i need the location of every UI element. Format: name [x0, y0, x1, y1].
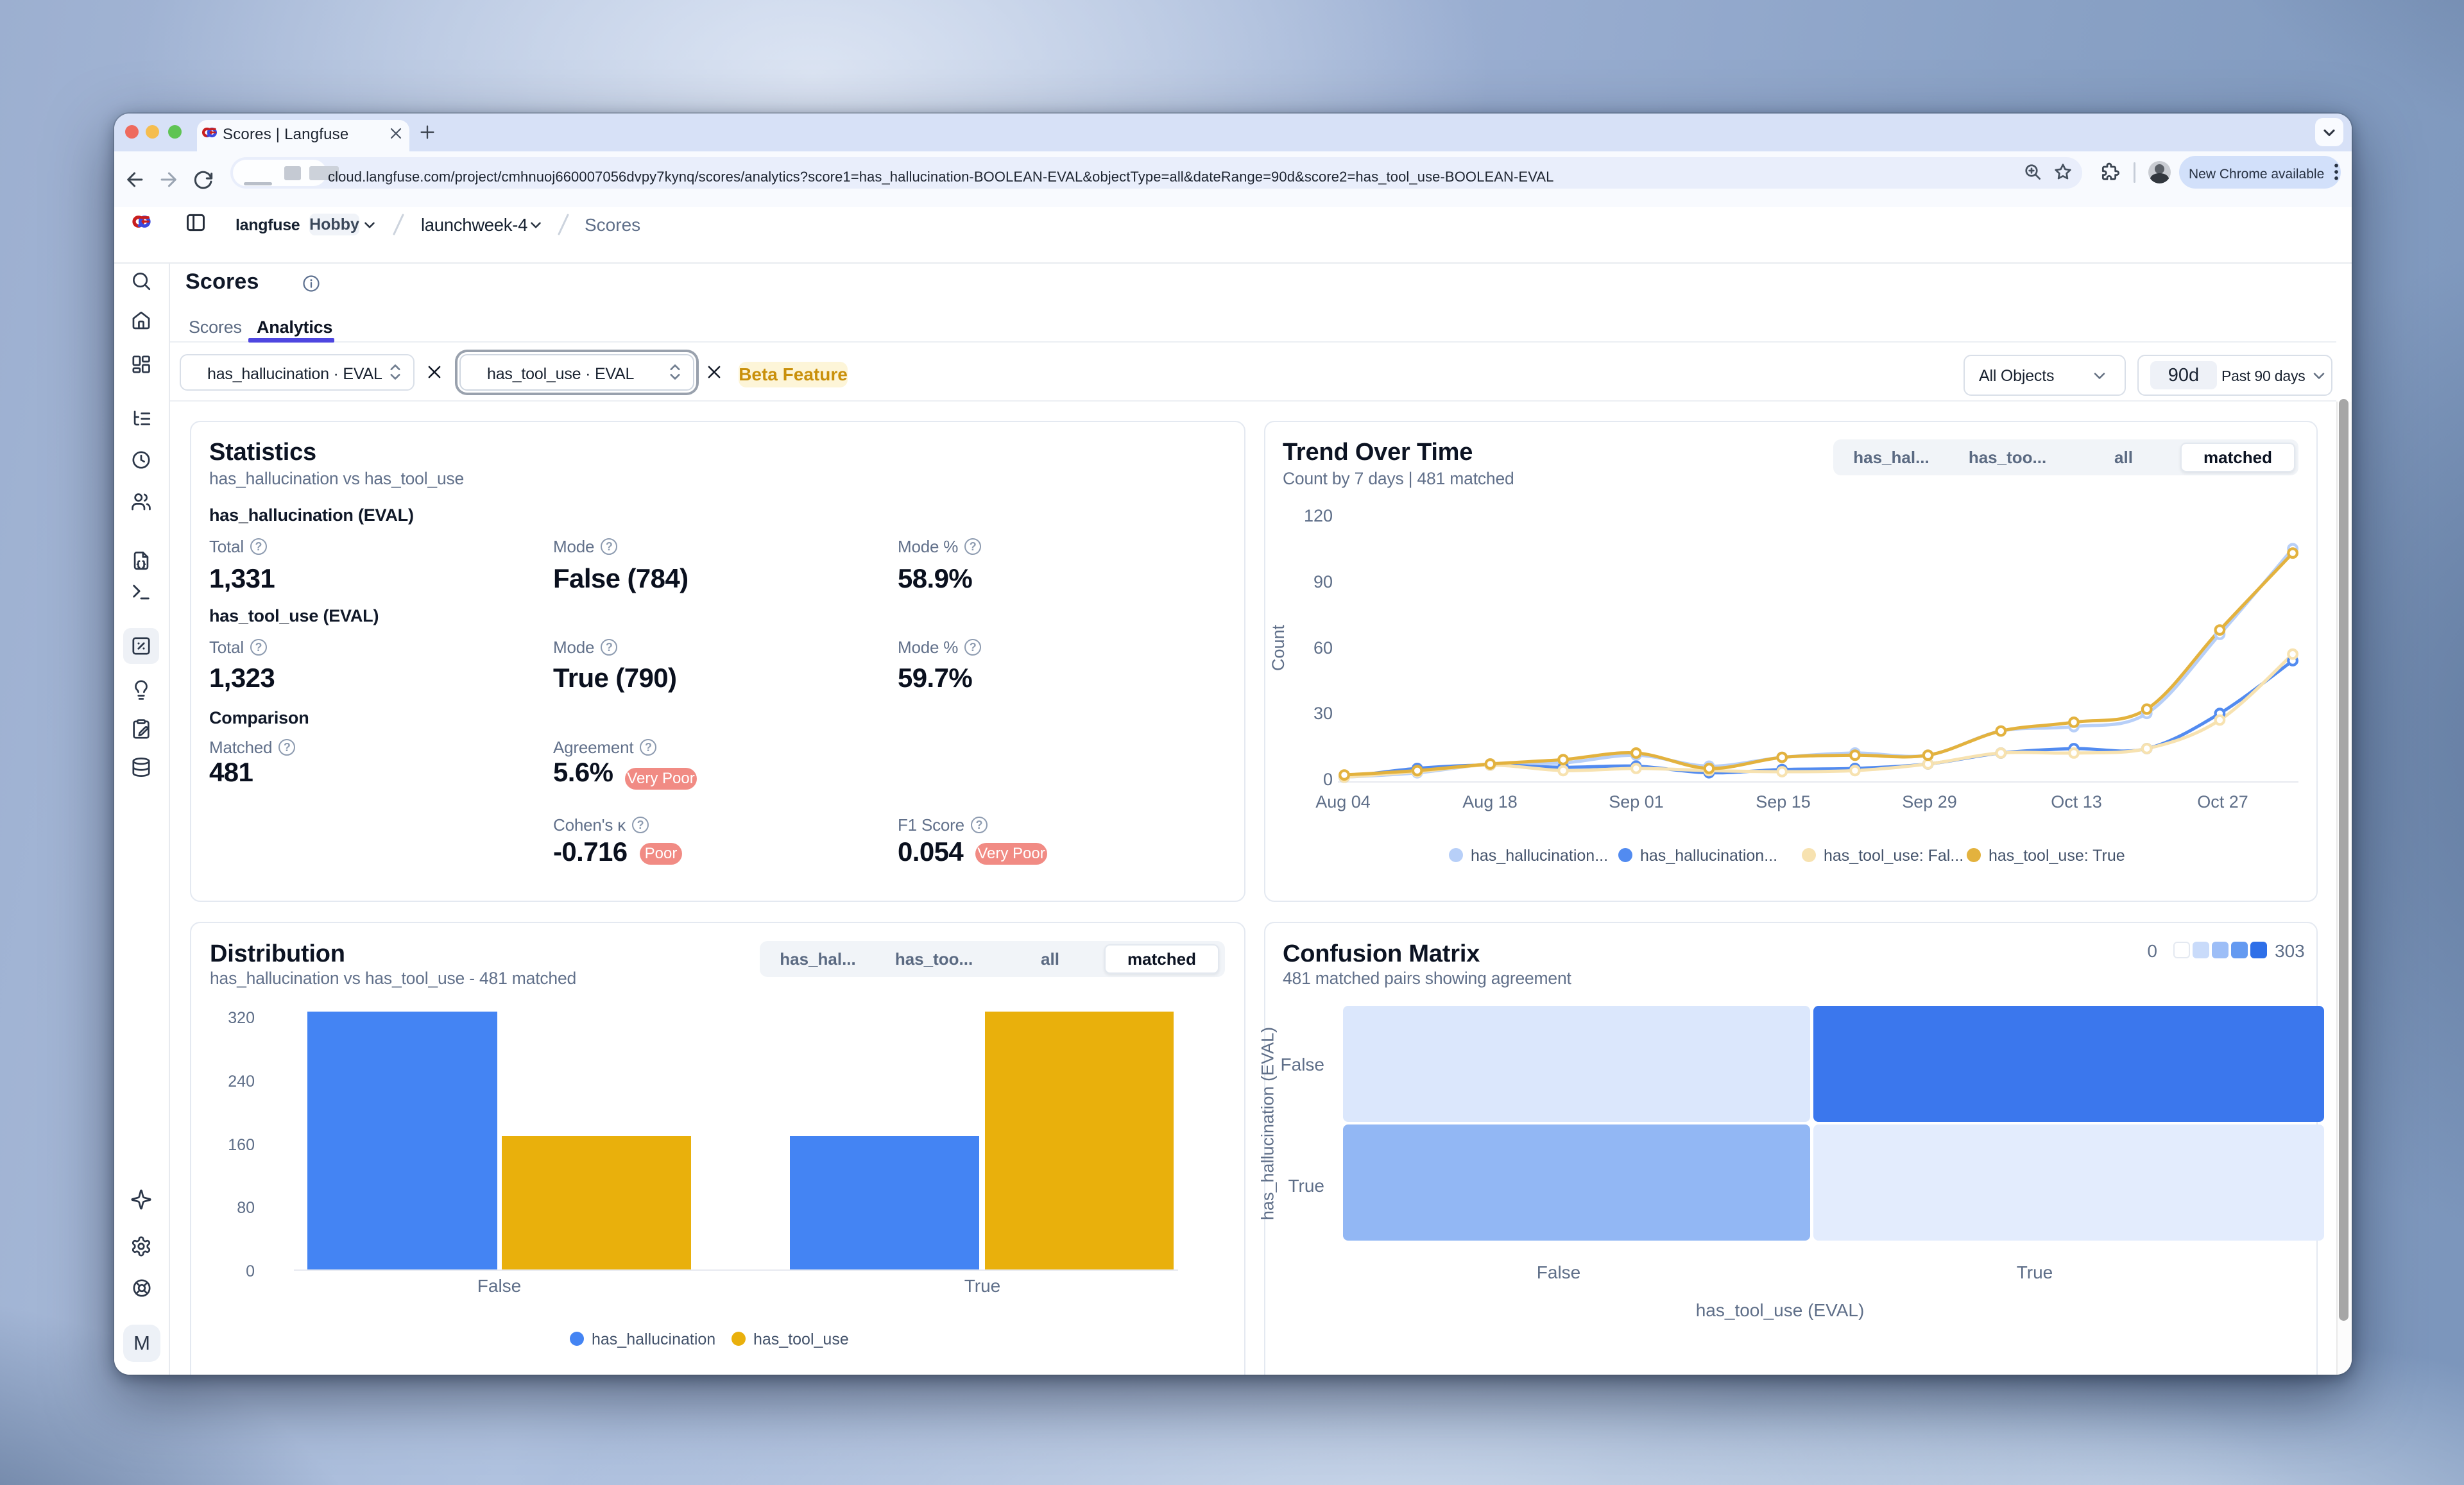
svg-text:30: 30: [1313, 704, 1333, 723]
svg-text:0: 0: [1323, 770, 1333, 789]
svg-text:90: 90: [1313, 572, 1333, 591]
svg-text:Sep 15: Sep 15: [1756, 792, 1811, 811]
svg-text:60: 60: [1313, 638, 1333, 658]
svg-text:Aug 04: Aug 04: [1315, 792, 1371, 811]
svg-text:Aug 18: Aug 18: [1462, 792, 1518, 811]
svg-text:Oct 27: Oct 27: [2197, 792, 2248, 811]
svg-text:Sep 29: Sep 29: [1902, 792, 1957, 811]
svg-text:120: 120: [1304, 506, 1333, 525]
svg-text:Oct 13: Oct 13: [2051, 792, 2102, 811]
svg-text:Count: Count: [1269, 624, 1288, 671]
svg-text:Sep 01: Sep 01: [1609, 792, 1664, 811]
